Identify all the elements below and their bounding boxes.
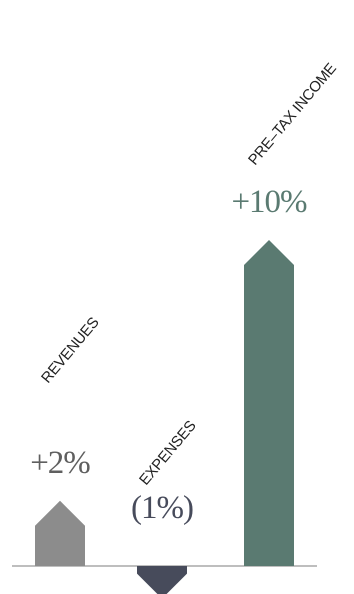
value-label-pretax-income: +10% xyxy=(231,184,307,220)
bar-group-pretax-income: +10% PRE–TAX INCOME xyxy=(231,60,340,566)
category-label-expenses: EXPENSES xyxy=(136,417,200,488)
value-label-expenses: (1%) xyxy=(131,490,193,526)
value-label-revenues: +2% xyxy=(30,445,90,481)
bar-expenses xyxy=(137,566,187,594)
category-label-revenues: REVENUES xyxy=(38,314,103,387)
bar-revenues xyxy=(35,500,85,566)
bar-group-revenues: +2% REVENUES xyxy=(30,314,103,566)
bar-group-expenses: (1%) EXPENSES xyxy=(131,417,200,594)
category-label-pretax-income: PRE–TAX INCOME xyxy=(245,60,340,169)
bar-pretax-income xyxy=(244,240,294,566)
